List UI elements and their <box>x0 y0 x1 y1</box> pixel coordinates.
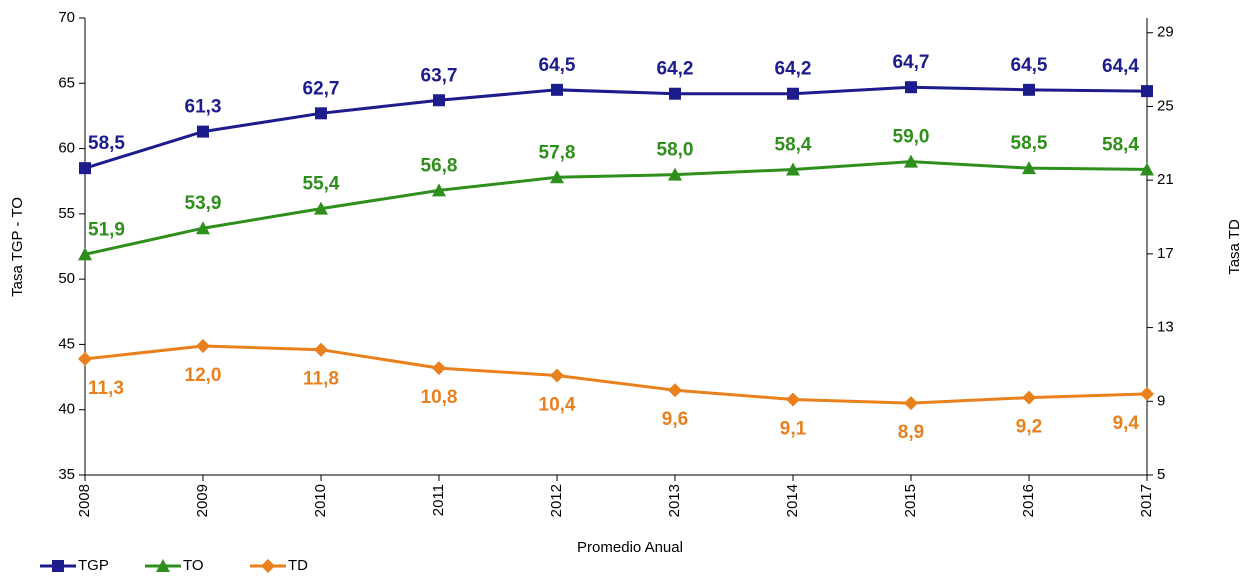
value-label: 53,9 <box>185 193 222 214</box>
y2-tick-label: 13 <box>1157 319 1174 336</box>
marker <box>1141 85 1153 98</box>
x-tick-label: 2011 <box>430 484 447 516</box>
x-axis-title: Promedio Anual <box>577 539 683 556</box>
marker <box>261 559 275 573</box>
value-label: 58,4 <box>1102 134 1139 155</box>
value-label: 9,2 <box>1016 417 1042 438</box>
marker <box>905 81 917 94</box>
marker <box>1023 83 1035 96</box>
marker <box>52 560 64 572</box>
legend-label: TD <box>288 557 308 574</box>
x-tick-label: 2012 <box>548 484 565 517</box>
value-label: 11,3 <box>88 378 124 399</box>
value-label: 57,8 <box>539 142 576 163</box>
y2-tick-label: 5 <box>1157 466 1165 483</box>
value-label: 9,4 <box>1113 413 1140 434</box>
marker <box>1140 386 1154 401</box>
y2-tick-label: 9 <box>1157 392 1165 409</box>
value-label: 63,7 <box>421 65 458 86</box>
y-tick-label: 40 <box>58 401 75 418</box>
y2-tick-label: 25 <box>1157 97 1174 114</box>
marker <box>79 162 91 175</box>
y-tick-label: 45 <box>58 335 75 352</box>
marker <box>78 247 92 261</box>
marker <box>1022 390 1036 405</box>
value-label: 61,3 <box>185 97 222 118</box>
value-label: 64,5 <box>1011 55 1048 76</box>
value-label: 58,0 <box>657 140 694 161</box>
value-label: 59,0 <box>893 127 930 148</box>
value-label: 64,7 <box>893 52 930 73</box>
value-label: 58,5 <box>1011 133 1048 154</box>
value-label: 58,4 <box>775 134 812 155</box>
value-label: 64,2 <box>775 59 812 80</box>
x-tick-label: 2008 <box>76 484 93 517</box>
marker <box>432 183 446 197</box>
series-line <box>84 344 1148 405</box>
marker <box>197 125 209 138</box>
y-tick-label: 65 <box>58 74 75 91</box>
value-label: 9,1 <box>780 418 807 439</box>
marker <box>786 162 800 176</box>
x-tick-label: 2009 <box>194 484 211 517</box>
y-axis-title: Tasa TGP - TO <box>9 197 26 297</box>
marker <box>787 87 799 100</box>
y2-tick-label: 29 <box>1157 24 1174 41</box>
series-line <box>84 85 1148 170</box>
x-tick-label: 2017 <box>1138 484 1155 517</box>
x-tick-label: 2010 <box>312 484 329 517</box>
marker <box>1022 161 1036 175</box>
marker <box>904 396 918 411</box>
marker <box>78 351 92 366</box>
value-label: 55,4 <box>303 174 340 195</box>
marker <box>433 94 445 107</box>
value-label: 64,4 <box>1102 56 1139 77</box>
y-tick-label: 55 <box>58 205 75 222</box>
value-label: 51,9 <box>88 219 125 240</box>
marker <box>315 107 327 120</box>
x-tick-label: 2015 <box>902 484 919 517</box>
marker <box>550 368 564 383</box>
marker <box>668 383 682 398</box>
value-label: 64,2 <box>657 59 694 80</box>
value-label: 62,7 <box>303 78 340 99</box>
marker <box>314 342 328 357</box>
marker <box>550 170 564 184</box>
y-tick-label: 35 <box>58 466 75 483</box>
marker <box>432 361 446 376</box>
marker <box>669 87 681 100</box>
y2-axis-title: Tasa TD <box>1226 219 1243 275</box>
value-label: 11,8 <box>303 369 339 390</box>
series-line <box>84 160 1148 256</box>
value-label: 10,4 <box>539 395 576 416</box>
marker <box>314 201 328 215</box>
marker <box>196 339 210 354</box>
value-label: 64,5 <box>539 55 576 76</box>
legend-label: TO <box>183 557 204 574</box>
value-label: 12,0 <box>185 365 222 386</box>
x-tick-label: 2013 <box>666 484 683 517</box>
marker <box>196 221 210 235</box>
value-label: 10,8 <box>421 387 458 408</box>
x-tick-label: 2014 <box>784 484 801 517</box>
y2-tick-label: 21 <box>1157 171 1174 188</box>
value-label: 9,6 <box>662 409 688 430</box>
marker <box>668 167 682 181</box>
x-tick-label: 2016 <box>1020 484 1037 517</box>
value-label: 56,8 <box>421 155 458 176</box>
value-label: 58,5 <box>88 133 125 154</box>
y-tick-label: 60 <box>58 140 75 157</box>
legend-label: TGP <box>78 557 109 574</box>
y2-tick-label: 17 <box>1157 245 1174 262</box>
marker <box>786 392 800 407</box>
marker <box>551 83 563 96</box>
marker <box>1140 162 1154 176</box>
value-label: 8,9 <box>898 422 924 443</box>
marker <box>904 154 918 168</box>
marker <box>156 559 170 572</box>
y-tick-label: 50 <box>58 270 75 287</box>
y-tick-label: 70 <box>58 9 75 26</box>
